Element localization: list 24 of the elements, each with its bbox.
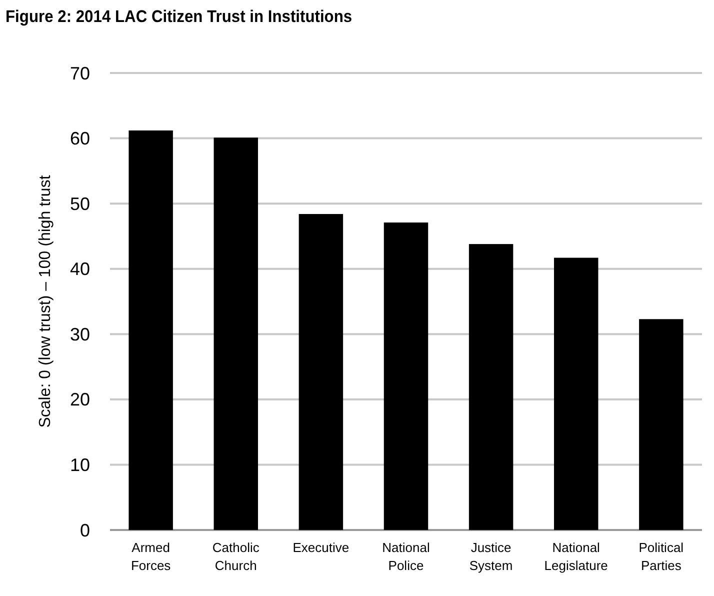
x-tick-label: National Legislature — [544, 540, 608, 573]
x-tick-label: National Police — [382, 540, 430, 573]
x-tick-label: Catholic Church — [212, 540, 260, 573]
y-tick-label: 10 — [70, 455, 90, 476]
bar — [298, 214, 344, 530]
chart-title: Figure 2: 2014 LAC Citizen Trust in Institutions — [6, 7, 352, 26]
y-tick-label: 30 — [70, 324, 90, 344]
y-tick-label: 60 — [70, 128, 90, 149]
bar — [384, 222, 428, 530]
bar — [128, 130, 173, 530]
y-tick-label: 50 — [70, 194, 90, 214]
x-tick-label: Executive — [292, 540, 350, 555]
x-tick-label: Justice System — [469, 540, 513, 573]
bar — [639, 319, 684, 530]
x-tick-label: Armed Forces — [130, 540, 172, 573]
y-tick-label: 20 — [70, 390, 90, 410]
y-tick-label: 70 — [70, 63, 90, 84]
x-tick-label: Political Parties — [638, 540, 684, 573]
bar — [214, 138, 258, 530]
y-tick-label: 40 — [70, 259, 90, 280]
y-axis-title: Scale: 0 (low trust) – 100 (high trust — [37, 174, 54, 428]
bar — [468, 244, 514, 530]
y-tick-label: 0 — [80, 520, 90, 540]
bar — [554, 258, 598, 530]
